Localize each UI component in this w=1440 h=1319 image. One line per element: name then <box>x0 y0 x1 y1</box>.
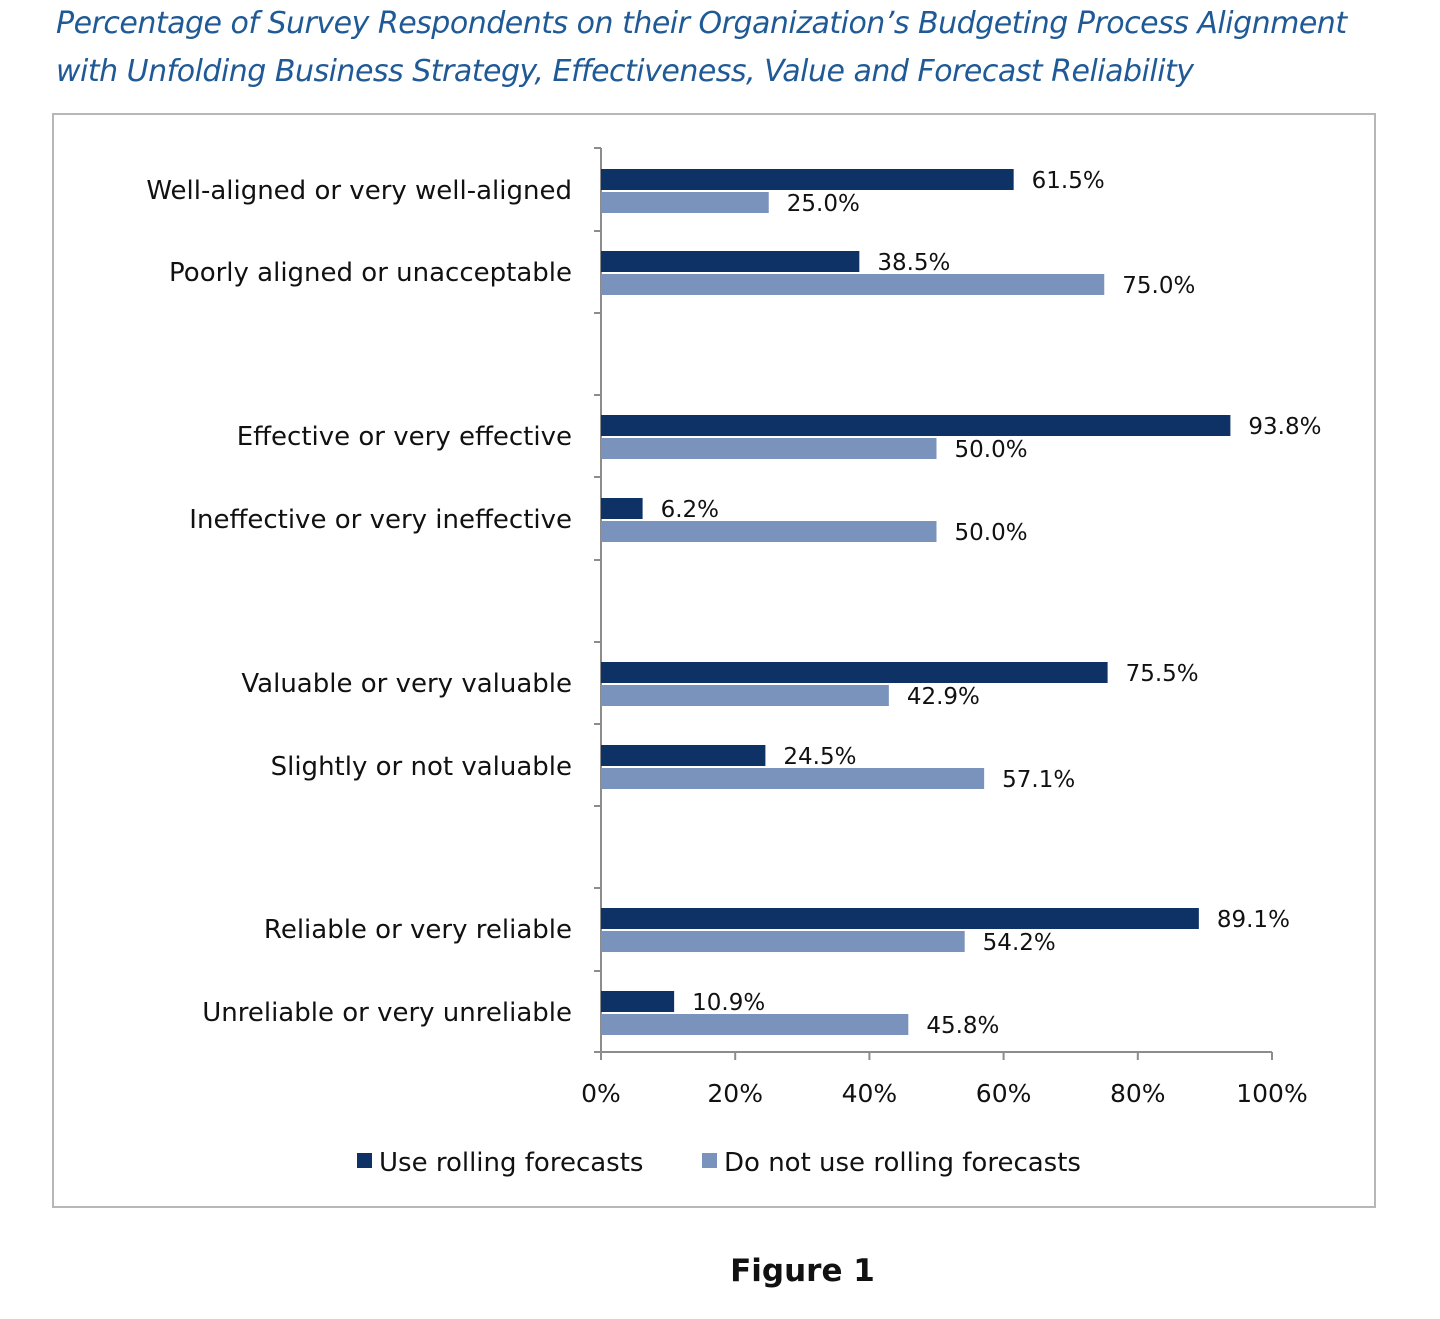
legend-label: Do not use rolling forecasts <box>724 1148 1081 1178</box>
x-tick-label: 100% <box>1236 1079 1307 1108</box>
data-label: 61.5% <box>1032 168 1105 194</box>
x-tick-label: 0% <box>581 1079 621 1108</box>
bar-use-rolling <box>601 662 1108 683</box>
data-label: 6.2% <box>661 497 719 523</box>
bar-use-rolling <box>601 169 1014 190</box>
data-label: 89.1% <box>1217 907 1290 933</box>
legend-label: Use rolling forecasts <box>379 1148 643 1178</box>
x-tick-label: 40% <box>842 1079 898 1108</box>
labels: Well-aligned or very well-aligned Poorly … <box>146 168 1321 1039</box>
data-label: 75.0% <box>1122 273 1195 299</box>
data-label: 54.2% <box>983 930 1056 956</box>
bar-use-rolling <box>601 908 1199 929</box>
bar-use-rolling <box>601 745 766 766</box>
legend: Use rolling forecasts Do not use rolling … <box>357 1148 1081 1178</box>
bar-use-rolling <box>601 991 675 1012</box>
category-label: Effective or very effective <box>237 422 572 452</box>
bar-no-rolling <box>601 521 937 542</box>
category-label: Ineffective or very ineffective <box>189 505 572 535</box>
chart-title-line-2: with Unfolding Business Strategy, Effect… <box>56 54 1194 89</box>
x-tick-label: 20% <box>707 1079 763 1108</box>
bar-no-rolling <box>601 192 769 213</box>
bar-no-rolling <box>601 1014 909 1035</box>
data-label: 50.0% <box>955 520 1028 546</box>
bars <box>601 169 1231 1035</box>
data-label: 10.9% <box>692 990 765 1016</box>
data-label: 42.9% <box>907 684 980 710</box>
category-label: Slightly or not valuable <box>271 752 572 782</box>
data-label: 45.8% <box>926 1013 999 1039</box>
bar-use-rolling <box>601 415 1231 436</box>
figure-caption: Figure 1 <box>730 1253 875 1289</box>
category-label: Valuable or very valuable <box>241 669 572 699</box>
legend-swatch <box>357 1153 372 1168</box>
bar-no-rolling <box>601 685 889 706</box>
category-label: Unreliable or very unreliable <box>202 998 572 1028</box>
category-label: Poorly aligned or unacceptable <box>169 258 572 288</box>
bar-no-rolling <box>601 768 985 789</box>
data-label: 75.5% <box>1126 661 1199 687</box>
category-label: Reliable or very reliable <box>264 915 572 945</box>
data-label: 93.8% <box>1248 414 1321 440</box>
bar-no-rolling <box>601 274 1105 295</box>
data-label: 50.0% <box>955 437 1028 463</box>
chart-title-line-1: Percentage of Survey Respondents on thei… <box>56 6 1347 41</box>
bar-no-rolling <box>601 931 965 952</box>
bar-use-rolling <box>601 498 643 519</box>
data-label: 25.0% <box>787 191 860 217</box>
x-tick-label: 60% <box>976 1079 1032 1108</box>
legend-swatch <box>702 1153 717 1168</box>
axis-ticks: 0% 20% 40% 60% 80% 100% <box>581 147 1308 1108</box>
data-label: 24.5% <box>783 744 856 770</box>
data-label: 57.1% <box>1002 767 1075 793</box>
category-label: Well-aligned or very well-aligned <box>146 176 572 206</box>
x-tick-label: 80% <box>1110 1079 1166 1108</box>
bar-use-rolling <box>601 251 860 272</box>
bar-no-rolling <box>601 438 937 459</box>
data-label: 38.5% <box>877 250 950 276</box>
